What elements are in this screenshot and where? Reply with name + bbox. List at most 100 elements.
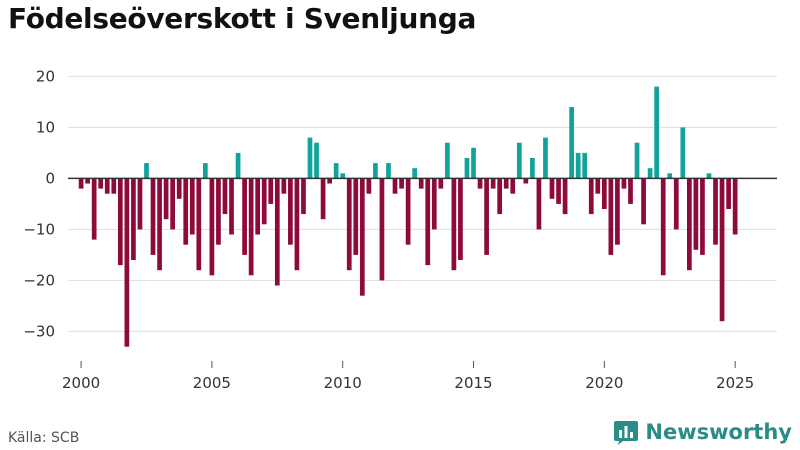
bar [647, 168, 653, 179]
bar [85, 178, 90, 184]
bars-layer [78, 86, 738, 347]
bar [497, 178, 503, 215]
bar [543, 137, 548, 179]
bar [203, 163, 208, 179]
bar [163, 178, 169, 220]
bar [281, 178, 287, 194]
x-axis-labels: 2000 2005 2010 2015 2020 2025 [62, 361, 754, 392]
bar [431, 178, 437, 230]
bar [353, 178, 359, 255]
bar [516, 142, 522, 179]
bar [189, 178, 195, 235]
bar [471, 147, 476, 179]
x-tick-label: 2010 [324, 374, 362, 392]
chart-title: Födelseöverskott i Svenljunga [8, 2, 477, 35]
bar [117, 178, 123, 266]
bar [634, 142, 640, 179]
bar [503, 178, 509, 189]
bar [137, 178, 143, 230]
bar [91, 178, 97, 240]
bar [510, 178, 516, 194]
bar [379, 178, 385, 281]
bar [268, 178, 274, 204]
bar [242, 178, 247, 255]
bar [274, 178, 280, 286]
brand-name: Newsworthy [645, 420, 792, 444]
y-axis-labels: 20 10 0 −10 −20 −30 [23, 67, 55, 340]
bar [405, 178, 411, 245]
bar [562, 178, 568, 215]
bar [601, 178, 607, 209]
x-tick-label: 2005 [193, 374, 231, 392]
bar [549, 178, 555, 199]
bar [673, 178, 679, 230]
bar [654, 86, 660, 179]
bar [307, 137, 313, 179]
bar [418, 178, 424, 189]
bar [170, 178, 175, 230]
bar [373, 163, 378, 179]
y-tick-label: 0 [45, 169, 55, 187]
bar [248, 178, 254, 276]
bar [732, 178, 738, 235]
bar [196, 178, 202, 271]
bar [445, 142, 450, 179]
brand[interactable]: Newsworthy [613, 419, 792, 445]
bar [288, 178, 293, 245]
x-tick-label: 2000 [62, 374, 100, 392]
bar [131, 178, 136, 260]
bar [124, 178, 130, 347]
bar [399, 178, 404, 189]
bar [438, 178, 444, 189]
bar [104, 178, 110, 194]
bar [595, 178, 601, 194]
bar [320, 178, 326, 220]
bar [530, 158, 535, 179]
bar [209, 178, 215, 276]
bar [628, 178, 633, 204]
bar [183, 178, 189, 245]
bar [366, 178, 372, 194]
bar [523, 178, 529, 184]
bar [333, 163, 339, 179]
y-tick-label: −10 [23, 220, 55, 238]
bar [484, 178, 489, 255]
bar [229, 178, 234, 235]
bar [556, 178, 561, 204]
bar [693, 178, 699, 250]
y-tick-label: −30 [23, 322, 55, 340]
bar [713, 178, 718, 245]
bar [477, 178, 483, 189]
bar [621, 178, 627, 189]
bar [641, 178, 646, 225]
bar [150, 178, 156, 255]
bar [392, 178, 398, 194]
bar [608, 178, 614, 255]
x-tick-label: 2025 [716, 374, 754, 392]
bar [687, 178, 692, 271]
bar [458, 178, 463, 260]
x-tick-label: 2015 [454, 374, 492, 392]
bar [235, 152, 241, 179]
y-tick-label: 20 [36, 67, 55, 85]
bar [536, 178, 542, 230]
bar [706, 173, 712, 179]
y-tick-label: 10 [36, 118, 55, 136]
newsworthy-logo-icon [614, 421, 639, 445]
bar [176, 178, 182, 199]
bar [575, 152, 581, 179]
bar [588, 178, 594, 215]
bar [294, 178, 300, 271]
bar [667, 173, 673, 179]
bar [340, 173, 346, 179]
bar [314, 142, 319, 179]
bar [700, 178, 705, 255]
bar [464, 158, 470, 179]
bar [216, 178, 221, 245]
bar [144, 163, 149, 179]
bar [726, 178, 731, 209]
bar [412, 168, 418, 179]
y-tick-label: −20 [23, 271, 55, 289]
bar [451, 178, 457, 271]
